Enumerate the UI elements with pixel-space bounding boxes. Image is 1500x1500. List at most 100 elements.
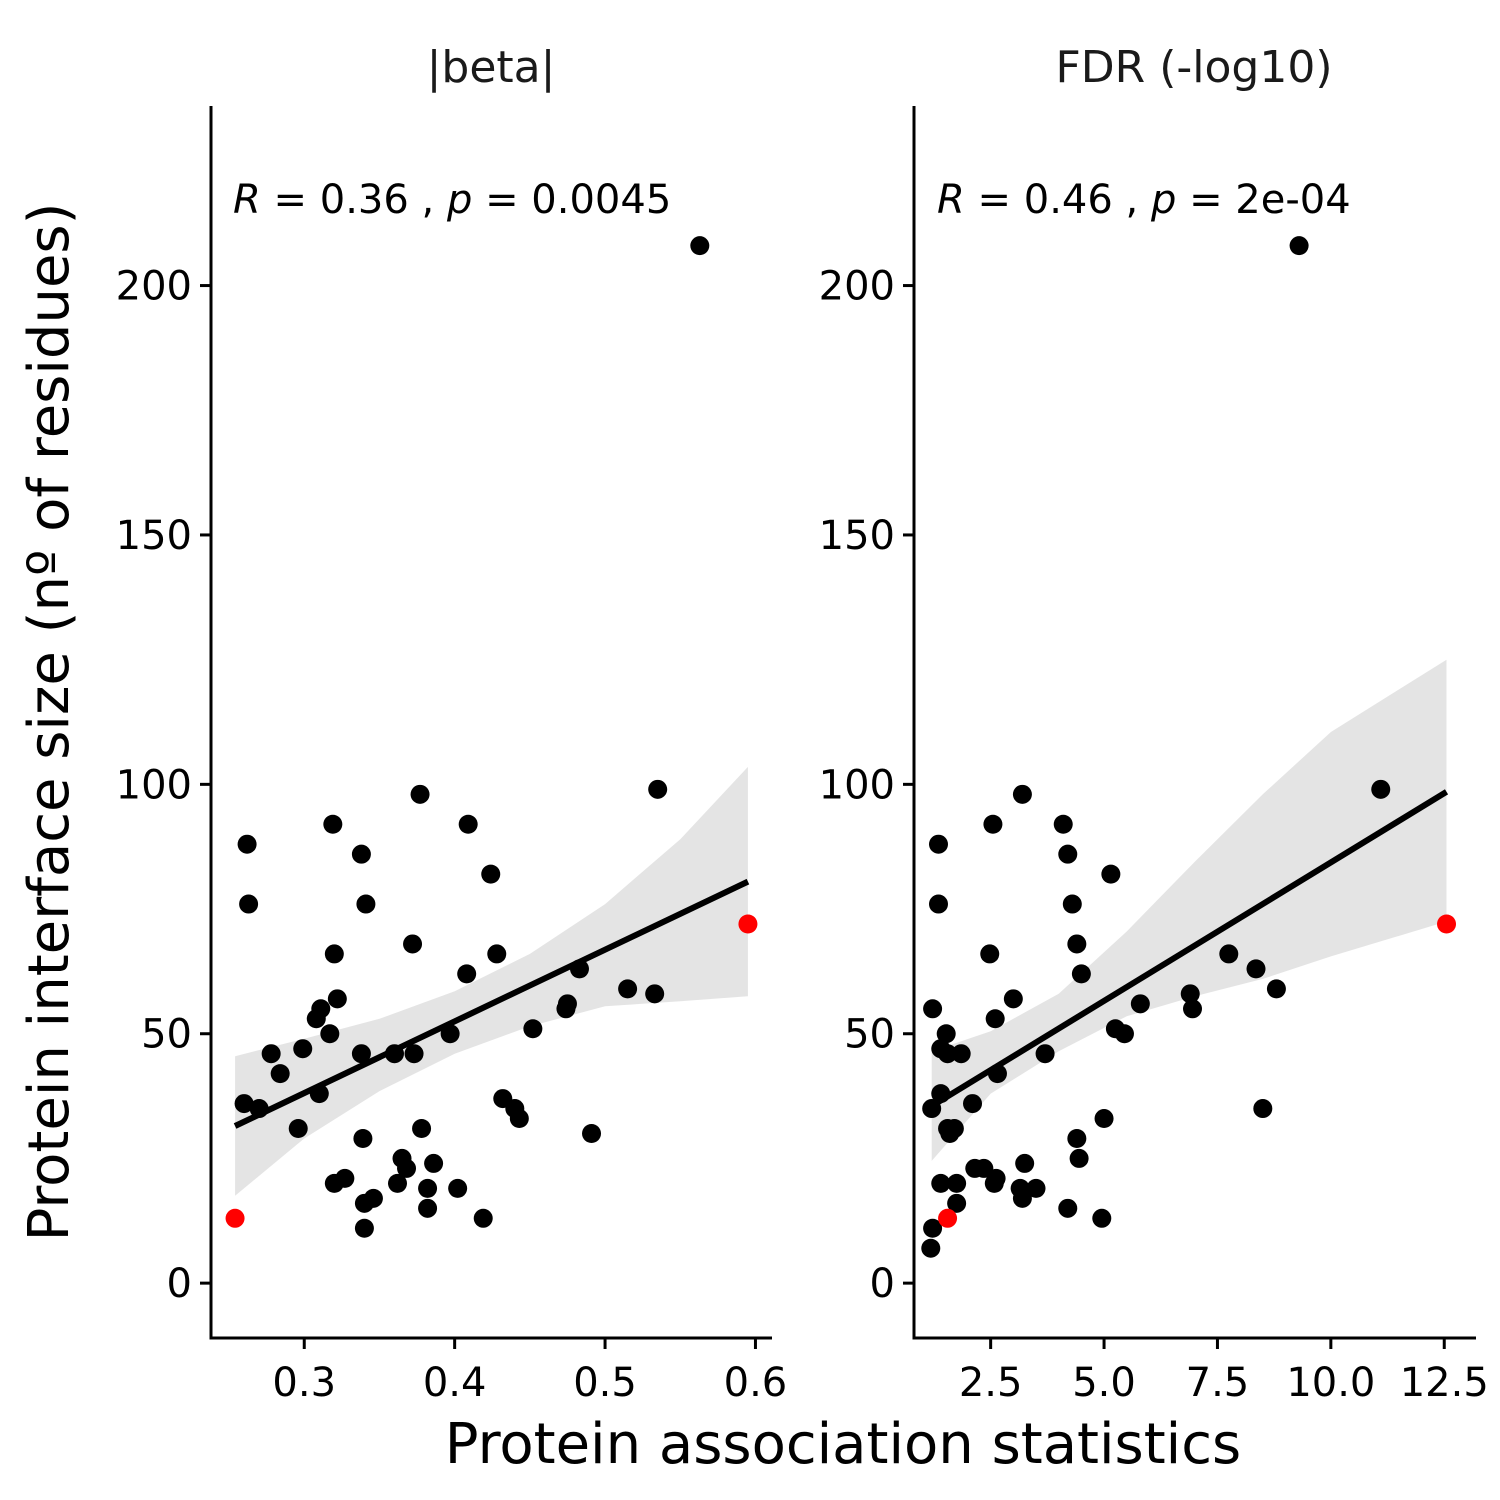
y-tick-label: 150 — [116, 513, 192, 559]
r-value: = 0.36 — [274, 177, 409, 223]
data-point — [928, 834, 948, 854]
data-point — [410, 784, 430, 804]
data-point — [311, 999, 331, 1019]
data-point — [397, 1158, 417, 1178]
data-point — [1253, 1099, 1273, 1119]
data-point — [1015, 1153, 1035, 1173]
data-point — [353, 1128, 373, 1148]
data-point — [1094, 1109, 1114, 1129]
data-point — [1266, 979, 1286, 999]
data-point — [424, 1153, 444, 1173]
data-point — [418, 1178, 438, 1198]
data-point — [1101, 864, 1121, 884]
data-point — [1371, 779, 1391, 799]
data-point — [986, 1168, 1006, 1188]
correlation-annotation-beta: R = 0.36 , p = 0.0045 — [233, 177, 671, 223]
highlight-point — [938, 1208, 958, 1228]
data-point — [404, 1044, 424, 1064]
data-point — [923, 1218, 943, 1238]
y-tick-label: 50 — [844, 1012, 895, 1058]
data-point — [983, 814, 1003, 834]
data-point — [980, 944, 1000, 964]
data-point — [261, 1044, 281, 1064]
x-axis-title: Protein association statistics — [445, 1412, 1241, 1477]
data-point — [239, 894, 259, 914]
r-label: R — [233, 177, 261, 223]
x-tick-label: 7.5 — [1186, 1360, 1250, 1406]
data-point — [921, 1238, 941, 1258]
p-label: p — [446, 177, 472, 223]
data-point — [1062, 894, 1082, 914]
data-point — [947, 1173, 967, 1193]
data-point — [1003, 989, 1023, 1009]
r-value: = 0.46 — [978, 177, 1113, 223]
data-point — [509, 1109, 529, 1129]
data-point — [523, 1019, 543, 1039]
data-point — [928, 894, 948, 914]
data-point — [1058, 1198, 1078, 1218]
facet-title-beta: |beta| — [427, 42, 556, 93]
data-point — [947, 1193, 967, 1213]
data-point — [403, 934, 423, 954]
highlight-point — [225, 1208, 245, 1228]
data-point — [335, 1168, 355, 1188]
y-tick-label: 50 — [141, 1012, 192, 1058]
highlight-point — [738, 914, 758, 934]
correlation-annotation-fdr: R = 0.46 , p = 2e-04 — [937, 177, 1351, 223]
data-point — [1026, 1178, 1046, 1198]
data-point — [320, 1024, 340, 1044]
x-tick-label: 2.5 — [959, 1360, 1023, 1406]
data-point — [645, 984, 665, 1004]
data-point — [951, 1044, 971, 1064]
regression-line — [233, 878, 750, 1129]
data-point — [1053, 814, 1073, 834]
data-point — [1130, 994, 1150, 1014]
data-point — [1012, 784, 1032, 804]
data-point — [458, 814, 478, 834]
data-point — [1246, 959, 1266, 979]
data-point — [351, 1044, 371, 1064]
data-point — [1114, 1024, 1134, 1044]
data-point — [1092, 1208, 1112, 1228]
data-point — [923, 999, 943, 1019]
data-point — [1067, 934, 1087, 954]
x-tick-label: 5.0 — [1072, 1360, 1136, 1406]
regression-line — [930, 789, 1449, 1109]
data-point — [1180, 984, 1200, 1004]
highlight-point — [1437, 914, 1457, 934]
x-tick-label: 0.5 — [573, 1360, 637, 1406]
data-point — [1067, 1128, 1087, 1148]
data-point — [1035, 1044, 1055, 1064]
data-point — [985, 1009, 1005, 1029]
data-point — [582, 1123, 602, 1143]
x-tick-label: 0.6 — [724, 1360, 788, 1406]
data-point — [1058, 844, 1078, 864]
x-tick-label: 0.4 — [423, 1360, 487, 1406]
p-value: = 2e-04 — [1189, 177, 1351, 223]
data-point — [1289, 236, 1309, 256]
data-point — [234, 1094, 254, 1114]
data-point — [237, 834, 257, 854]
facet-title-fdr: FDR (-log10) — [1055, 42, 1332, 93]
data-point — [288, 1119, 308, 1139]
data-point — [963, 1094, 983, 1114]
data-point — [473, 1208, 493, 1228]
data-point — [387, 1173, 407, 1193]
confidence-band — [931, 659, 1447, 1161]
data-point — [324, 944, 344, 964]
data-point — [936, 1024, 956, 1044]
panel-beta: |beta| R = 0.36 , p = 0.0045 0 50 100 150 20… — [116, 42, 788, 1406]
x-tick-label: 10.0 — [1286, 1360, 1375, 1406]
p-label: p — [1150, 177, 1176, 223]
y-tick-label: 100 — [116, 762, 192, 808]
data-point — [618, 979, 638, 999]
data-point — [412, 1119, 432, 1139]
data-point — [448, 1178, 468, 1198]
data-point — [356, 894, 376, 914]
data-point — [648, 779, 668, 799]
data-point — [457, 964, 477, 984]
data-point — [481, 864, 501, 884]
y-tick-label: 200 — [116, 264, 192, 310]
data-point — [327, 989, 347, 1009]
data-point — [323, 814, 343, 834]
